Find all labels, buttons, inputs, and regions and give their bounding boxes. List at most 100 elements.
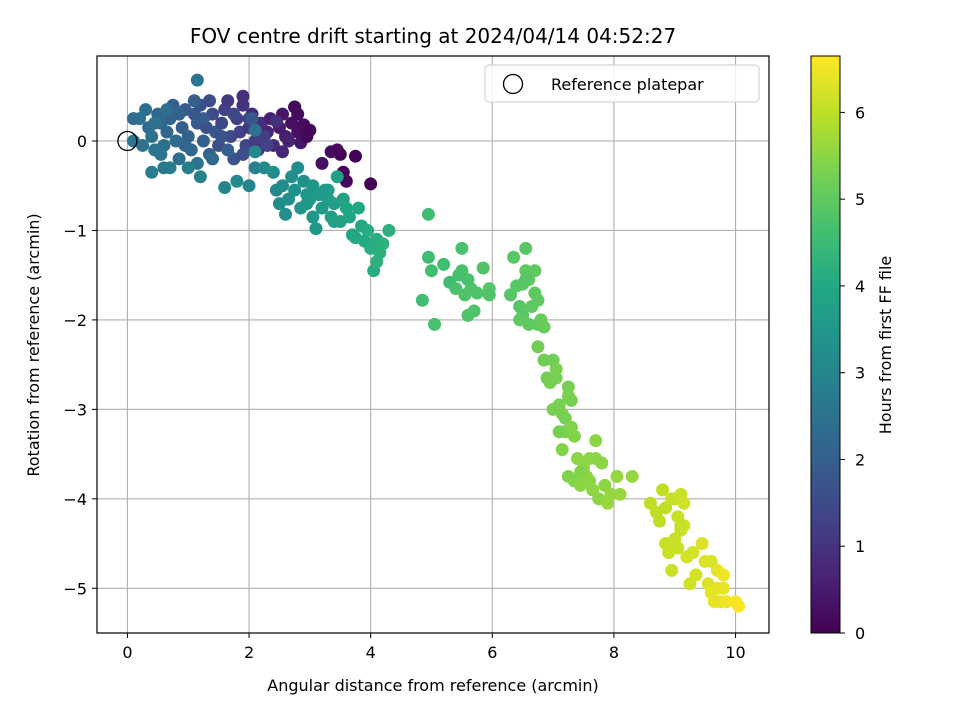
data-point bbox=[561, 380, 575, 394]
colorbar: 0 1 2 3 4 5 6 Hours from first FF file bbox=[810, 55, 895, 643]
data-point bbox=[275, 179, 289, 193]
data-point bbox=[677, 496, 691, 510]
colorbar-tick-label: 3 bbox=[855, 364, 865, 383]
data-point bbox=[190, 73, 204, 87]
x-tick-label: 8 bbox=[609, 643, 619, 662]
legend-box bbox=[484, 64, 760, 103]
data-point bbox=[248, 161, 262, 175]
data-point bbox=[424, 264, 438, 278]
data-point bbox=[653, 514, 667, 528]
data-point bbox=[513, 313, 527, 327]
y-tick-label: −1 bbox=[63, 221, 87, 240]
data-point bbox=[507, 250, 521, 264]
x-tick-label: 6 bbox=[487, 643, 497, 662]
data-point bbox=[236, 98, 250, 112]
data-point bbox=[352, 201, 366, 215]
data-point bbox=[291, 161, 305, 175]
y-axis-label: Rotation from reference (arcmin) bbox=[24, 213, 43, 476]
data-point bbox=[482, 288, 496, 302]
data-point bbox=[269, 114, 283, 128]
data-point bbox=[595, 456, 609, 470]
data-point bbox=[421, 250, 435, 264]
data-point bbox=[330, 170, 344, 184]
data-point bbox=[549, 371, 563, 385]
data-point bbox=[181, 161, 195, 175]
data-point bbox=[291, 107, 305, 121]
data-point bbox=[604, 487, 618, 501]
y-tick-label: −5 bbox=[63, 579, 87, 598]
data-point bbox=[695, 537, 709, 551]
colorbar-tick-label: 5 bbox=[855, 190, 865, 209]
data-point bbox=[306, 210, 320, 224]
colorbar-ticks: 0 1 2 3 4 5 6 bbox=[840, 103, 865, 643]
data-point bbox=[136, 138, 150, 152]
data-point bbox=[236, 147, 250, 161]
data-point bbox=[589, 434, 603, 448]
y-tick-label: −2 bbox=[63, 311, 87, 330]
y-tick-label: −4 bbox=[63, 490, 87, 509]
x-tick-label: 2 bbox=[244, 643, 254, 662]
y-tick-label: 0 bbox=[77, 132, 87, 151]
data-point bbox=[227, 107, 241, 121]
data-point bbox=[315, 156, 329, 170]
x-axis: 0 2 4 6 8 10 bbox=[122, 633, 746, 662]
data-point bbox=[583, 474, 597, 488]
data-point bbox=[364, 177, 378, 191]
data-point bbox=[549, 362, 563, 376]
colorbar-gradient bbox=[810, 55, 841, 634]
data-point bbox=[172, 107, 186, 121]
data-point bbox=[178, 138, 192, 152]
data-point bbox=[196, 134, 210, 148]
x-tick-label: 4 bbox=[366, 643, 376, 662]
data-point bbox=[206, 152, 220, 166]
data-point bbox=[361, 223, 375, 237]
legend-marker bbox=[502, 73, 524, 95]
data-point bbox=[686, 545, 700, 559]
data-point bbox=[689, 568, 703, 582]
data-point bbox=[126, 112, 140, 126]
data-point bbox=[716, 581, 730, 595]
data-point bbox=[555, 443, 569, 457]
data-point bbox=[282, 134, 296, 148]
data-point bbox=[376, 237, 390, 251]
data-point bbox=[154, 147, 168, 161]
data-point bbox=[732, 599, 746, 613]
data-point bbox=[145, 165, 159, 179]
data-point bbox=[342, 210, 356, 224]
data-point bbox=[610, 469, 624, 483]
data-point bbox=[260, 138, 274, 152]
data-point bbox=[172, 152, 186, 166]
x-tick-label: 10 bbox=[725, 643, 745, 662]
data-point bbox=[148, 116, 162, 130]
data-point bbox=[437, 257, 451, 271]
data-point bbox=[327, 214, 341, 228]
data-point bbox=[160, 103, 174, 117]
data-point bbox=[218, 181, 232, 195]
data-point bbox=[221, 143, 235, 157]
data-point bbox=[145, 130, 159, 144]
data-point bbox=[421, 207, 435, 221]
data-point bbox=[531, 340, 545, 354]
data-point bbox=[266, 165, 280, 179]
data-point bbox=[215, 130, 229, 144]
y-tick-label: −3 bbox=[63, 400, 87, 419]
data-point bbox=[215, 116, 229, 130]
chart-title: FOV centre drift starting at 2024/04/14 … bbox=[190, 24, 676, 48]
plot-frame bbox=[96, 55, 770, 634]
data-point bbox=[537, 320, 551, 334]
colorbar-tick-label: 2 bbox=[855, 450, 865, 469]
data-points bbox=[117, 73, 746, 613]
data-point bbox=[275, 145, 289, 159]
data-point bbox=[531, 293, 545, 307]
colorbar-tick-label: 0 bbox=[855, 624, 865, 643]
data-point bbox=[245, 112, 259, 126]
x-tick-label: 0 bbox=[122, 643, 132, 662]
data-point bbox=[160, 125, 174, 139]
y-axis: −5 −4 −3 −2 −1 0 bbox=[63, 132, 97, 598]
data-point bbox=[248, 123, 262, 137]
data-point bbox=[567, 429, 581, 443]
colorbar-tick-label: 6 bbox=[855, 103, 865, 122]
data-point bbox=[519, 241, 533, 255]
data-point bbox=[221, 94, 235, 108]
data-point bbox=[300, 197, 314, 211]
